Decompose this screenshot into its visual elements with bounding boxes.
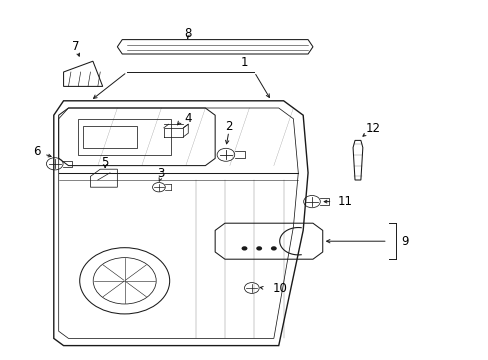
Text: 2: 2 <box>224 120 232 133</box>
Text: 3: 3 <box>156 167 164 180</box>
Text: 7: 7 <box>72 40 80 53</box>
Circle shape <box>241 246 247 251</box>
Circle shape <box>256 246 262 251</box>
Text: 8: 8 <box>183 27 191 40</box>
Text: 11: 11 <box>337 195 351 208</box>
Text: 9: 9 <box>400 235 408 248</box>
Text: 12: 12 <box>365 122 380 135</box>
Text: 5: 5 <box>101 156 109 169</box>
Text: 10: 10 <box>272 282 286 294</box>
Text: 6: 6 <box>33 145 41 158</box>
Text: 4: 4 <box>184 112 192 125</box>
Circle shape <box>270 246 276 251</box>
Text: 1: 1 <box>240 57 248 69</box>
